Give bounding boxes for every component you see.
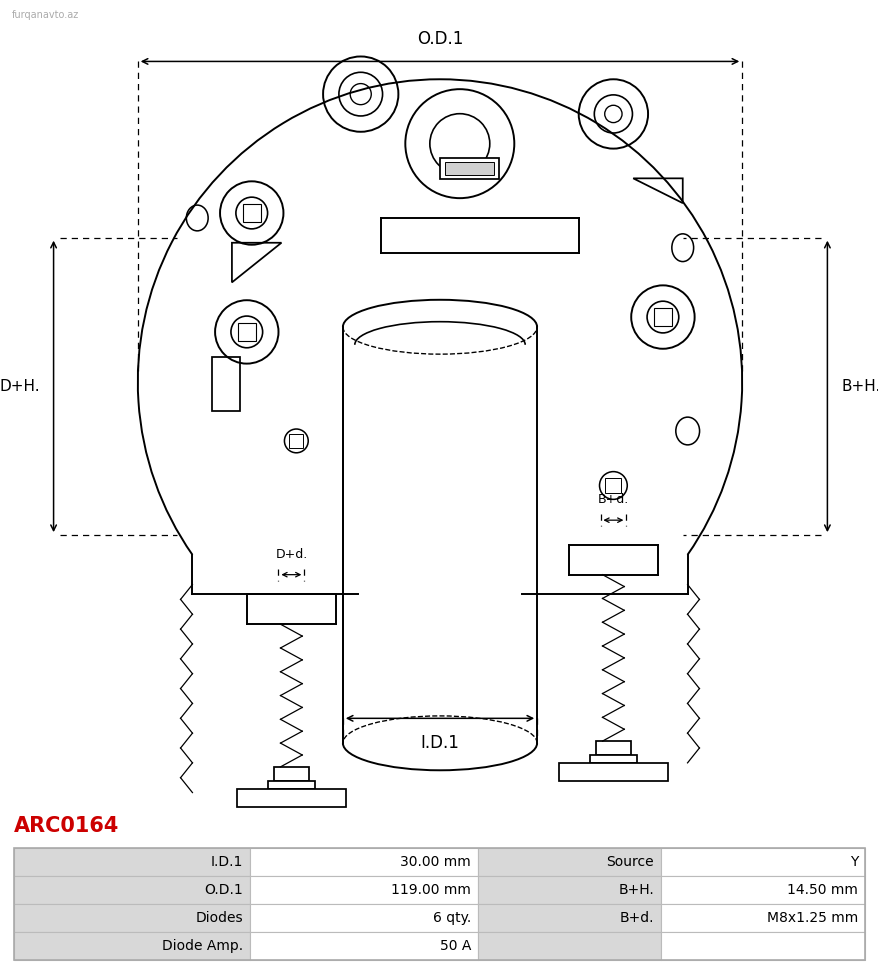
Text: Source: Source (606, 855, 653, 869)
Bar (14, 904, 249, 932)
Text: I.D.1: I.D.1 (420, 735, 459, 752)
Bar (14, 848, 249, 877)
Text: Y: Y (849, 855, 857, 869)
Text: 6 qty.: 6 qty. (432, 911, 471, 925)
Bar (14, 848, 864, 960)
Bar (660, 932, 864, 960)
Bar (595, 741, 630, 755)
Bar (14, 932, 249, 960)
Bar (444, 162, 494, 175)
Bar (249, 877, 478, 904)
Text: D+d.: D+d. (275, 548, 307, 560)
Text: B+d.: B+d. (619, 911, 653, 925)
Text: 50 A: 50 A (439, 939, 471, 954)
Bar (242, 204, 261, 222)
Text: 30.00 mm: 30.00 mm (399, 855, 471, 869)
Text: D+H.: D+H. (0, 378, 40, 394)
Text: O.D.1: O.D.1 (416, 29, 463, 48)
Text: B+d.: B+d. (597, 493, 629, 506)
Bar (478, 904, 660, 932)
Bar (660, 877, 864, 904)
Text: furqanavto.az: furqanavto.az (12, 10, 79, 19)
Bar (14, 877, 249, 904)
Text: 119.00 mm: 119.00 mm (391, 883, 471, 897)
Text: ARC0164: ARC0164 (14, 816, 119, 837)
Bar (249, 932, 478, 960)
Bar (249, 848, 478, 877)
Bar (653, 308, 671, 326)
Text: I.D.1: I.D.1 (211, 855, 242, 869)
Text: O.D.1: O.D.1 (204, 883, 242, 897)
Bar (273, 767, 309, 780)
Bar (440, 158, 499, 179)
Bar (238, 323, 255, 341)
Text: 14.50 mm: 14.50 mm (786, 883, 857, 897)
Text: B+H.: B+H. (617, 883, 653, 897)
Bar (212, 357, 240, 412)
Bar (660, 848, 864, 877)
Text: B+H.: B+H. (840, 378, 878, 394)
Bar (268, 780, 314, 789)
Bar (478, 877, 660, 904)
Bar (249, 904, 478, 932)
Bar (478, 848, 660, 877)
Text: Diode Amp.: Diode Amp. (162, 939, 242, 954)
Bar (478, 932, 660, 960)
Bar (558, 763, 667, 780)
Text: Diodes: Diodes (195, 911, 242, 925)
Bar (289, 434, 303, 448)
Bar (589, 755, 636, 763)
Text: M8x1.25 mm: M8x1.25 mm (766, 911, 857, 925)
Bar (660, 904, 864, 932)
Bar (605, 478, 621, 493)
Bar (236, 789, 345, 807)
